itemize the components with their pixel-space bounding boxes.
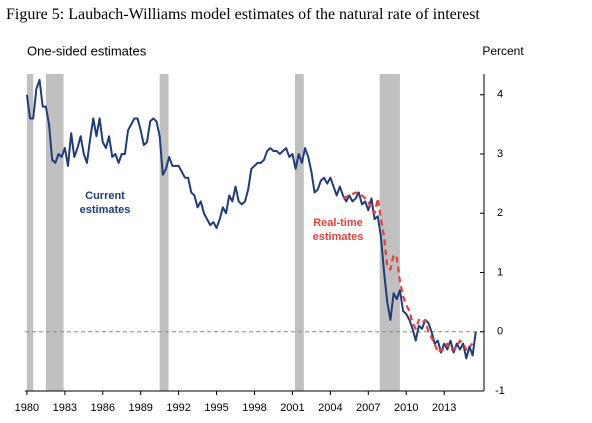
series-line	[342, 191, 474, 354]
x-tick-label: 1989	[128, 402, 152, 414]
x-tick-label: 1995	[204, 402, 228, 414]
y-tick-label: 2	[497, 207, 503, 219]
x-tick-label: 2001	[280, 402, 304, 414]
recession-band	[379, 74, 400, 391]
recession-band	[294, 74, 304, 391]
y-tick-label: 4	[497, 89, 503, 101]
x-tick-label: 1983	[53, 402, 77, 414]
x-tick-label: 1986	[91, 402, 115, 414]
x-tick-label: 2007	[356, 402, 380, 414]
y-tick-label: 0	[497, 326, 503, 338]
recession-band	[159, 74, 169, 391]
y-tick-label: 3	[497, 148, 503, 160]
chart-title: Figure 5: Laubach-Williams model estimat…	[6, 6, 480, 23]
y-tick-label: 1	[497, 266, 503, 278]
x-tick-label: 2004	[318, 402, 342, 414]
x-tick-label: 1980	[15, 402, 39, 414]
subtitle: One-sided estimates	[27, 43, 147, 58]
series-line	[25, 78, 477, 360]
x-tick-label: 2013	[432, 402, 456, 414]
x-tick-label: 1992	[166, 402, 190, 414]
series-annotation: Real-time estimates	[312, 217, 364, 243]
x-tick-label: 1998	[242, 402, 266, 414]
y-tick-label: -1	[495, 385, 505, 397]
recession-band	[26, 74, 34, 391]
x-tick-label: 2010	[394, 402, 418, 414]
y-axis-label: Percent	[482, 44, 524, 58]
series-annotation: Current estimates	[79, 190, 131, 216]
